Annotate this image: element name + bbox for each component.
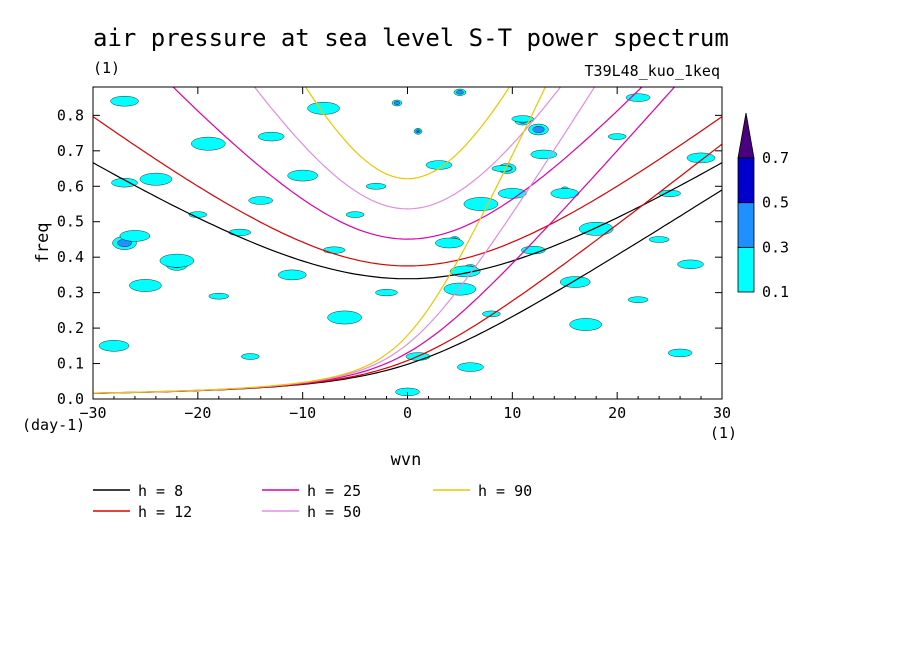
legend-label: h = 50 bbox=[307, 503, 361, 521]
y-tick-label: 0.3 bbox=[57, 284, 84, 302]
legend: h = 8 h = 12 h = 25 h = 50 h = 90 bbox=[93, 482, 532, 521]
contour-patch-level-1 bbox=[627, 296, 649, 303]
contour-patch-level-1 bbox=[482, 310, 501, 318]
y-axis-ticks: 0.0 0.1 0.2 0.3 0.4 0.5 0.6 0.7 0.8 bbox=[57, 106, 722, 408]
legend-label: h = 90 bbox=[478, 482, 532, 500]
contour-patch-level-1 bbox=[625, 93, 651, 102]
contour-patch-level-2 bbox=[532, 126, 545, 133]
colorbar-label: 0.5 bbox=[762, 194, 789, 212]
contour-patch-level-1 bbox=[569, 318, 602, 331]
kelvin-curve-h90 bbox=[93, 87, 547, 394]
x-axis-unit: (1) bbox=[710, 424, 737, 442]
contour-patch-level-1 bbox=[139, 172, 173, 186]
ig-curve-h8 bbox=[93, 162, 722, 280]
ig-curve-h90 bbox=[304, 87, 511, 180]
colorbar-label: 0.7 bbox=[762, 149, 789, 167]
contour-patch-level-1 bbox=[648, 236, 670, 243]
kelvin-curve-h50 bbox=[93, 87, 596, 394]
y-tick-label: 0.5 bbox=[57, 213, 84, 231]
colorbar-segment bbox=[737, 246, 755, 293]
contour-patch-level-1 bbox=[287, 169, 318, 182]
contour-patch-level-1 bbox=[457, 362, 484, 372]
x-tick-label: 0 bbox=[403, 404, 412, 422]
title-unit: (1) bbox=[93, 59, 120, 77]
contour-patch-level-1 bbox=[425, 160, 453, 170]
colorbar-segment bbox=[737, 202, 755, 248]
y-tick-label: 0.1 bbox=[57, 355, 84, 373]
colorbar: 0.1 0.3 0.5 0.7 bbox=[737, 112, 789, 301]
colorbar-segment bbox=[737, 157, 755, 204]
contour-patch-level-1 bbox=[667, 348, 693, 358]
contour-patch-level-1 bbox=[677, 259, 704, 269]
contour-patch-level-1 bbox=[491, 165, 513, 172]
colorbar-arrow bbox=[737, 112, 755, 159]
x-axis-label: wvn bbox=[391, 450, 422, 470]
x-tick-label: 10 bbox=[503, 404, 521, 422]
x-tick-label: −10 bbox=[289, 404, 316, 422]
contour-patch-level-1 bbox=[608, 133, 627, 140]
y-tick-label: 0.7 bbox=[57, 142, 84, 160]
contour-patch-level-1 bbox=[119, 230, 151, 242]
contour-patch-level-1 bbox=[560, 276, 591, 288]
y-axis-unit: (day-1) bbox=[22, 416, 85, 434]
contour-patch-level-1 bbox=[228, 228, 252, 236]
y-axis-label: freq bbox=[33, 223, 53, 264]
contour-patch-level-1 bbox=[129, 279, 162, 292]
contour-patch-level-2 bbox=[393, 101, 401, 105]
colorbar-label: 0.1 bbox=[762, 283, 789, 301]
y-tick-label: 0.6 bbox=[57, 177, 84, 195]
contour-patch-level-1 bbox=[111, 178, 138, 188]
contour-patch-level-1 bbox=[511, 115, 534, 123]
y-tick-label: 0.2 bbox=[57, 319, 84, 337]
contour-patch-level-1 bbox=[375, 289, 398, 297]
x-tick-label: 20 bbox=[608, 404, 626, 422]
contour-patch-level-1 bbox=[443, 282, 477, 296]
legend-label: h = 8 bbox=[138, 482, 183, 500]
power-contours bbox=[98, 88, 716, 397]
x-tick-label: −20 bbox=[184, 404, 211, 422]
ig-curve-h12 bbox=[93, 116, 722, 267]
legend-label: h = 12 bbox=[138, 503, 192, 521]
contour-patch-level-1 bbox=[98, 340, 130, 352]
contour-patch-level-1 bbox=[365, 183, 387, 190]
y-tick-label: 0.8 bbox=[57, 106, 84, 124]
contour-patch-level-1 bbox=[278, 269, 307, 281]
contour-patch-level-1 bbox=[322, 246, 346, 254]
dispersion-curves bbox=[93, 87, 722, 394]
contour-patch-level-2 bbox=[456, 90, 464, 95]
colorbar-label: 0.3 bbox=[762, 238, 789, 256]
legend-label: h = 25 bbox=[307, 482, 361, 500]
contour-patch-level-1 bbox=[686, 152, 716, 164]
contour-patch-level-1 bbox=[248, 196, 273, 205]
contour-patch-level-1 bbox=[327, 310, 362, 325]
ig-curve-h50 bbox=[253, 87, 562, 210]
contour-patch-level-1 bbox=[110, 95, 139, 107]
contour-patch-level-1 bbox=[435, 237, 464, 249]
y-tick-label: 0.0 bbox=[57, 390, 84, 408]
run-label: T39L48_kuo_1keq bbox=[585, 62, 720, 80]
x-tick-label: −30 bbox=[79, 404, 106, 422]
x-tick-label: 30 bbox=[713, 404, 731, 422]
ig-curve-h25 bbox=[172, 87, 643, 240]
contour-patch-level-1 bbox=[258, 132, 285, 142]
contour-patch-level-1 bbox=[498, 188, 527, 199]
contour-patch-level-1 bbox=[345, 211, 365, 218]
contour-patch-level-1 bbox=[159, 253, 195, 268]
y-tick-label: 0.4 bbox=[57, 248, 84, 266]
contour-patch-level-1 bbox=[191, 136, 226, 151]
contour-patch-level-1 bbox=[463, 197, 499, 211]
contour-patch-level-1 bbox=[208, 293, 230, 300]
contour-patch-level-1 bbox=[241, 353, 260, 360]
contour-patch-level-3 bbox=[417, 130, 419, 133]
kelvin-curve-h8 bbox=[93, 189, 722, 394]
chart-title: air pressure at sea level S-T power spec… bbox=[93, 24, 729, 52]
x-axis-ticks: −30 −20 −10 0 10 20 30 bbox=[79, 87, 731, 422]
